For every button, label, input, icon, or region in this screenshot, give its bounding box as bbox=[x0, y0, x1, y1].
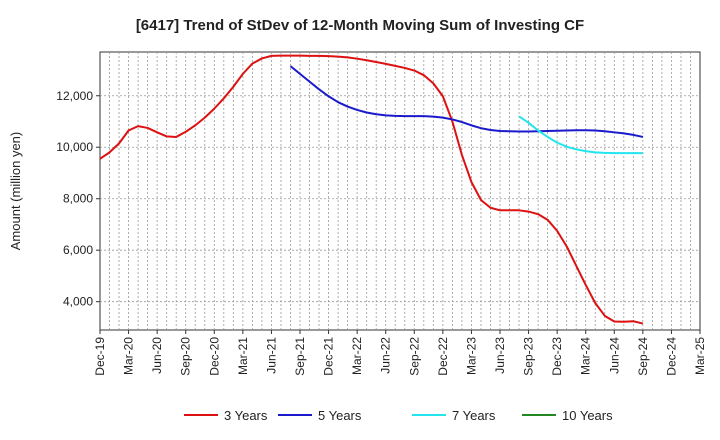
x-tick-label: Dec-24 bbox=[664, 337, 678, 376]
legend-label: 7 Years bbox=[452, 408, 496, 423]
legend-label: 3 Years bbox=[224, 408, 268, 423]
legend-label: 10 Years bbox=[562, 408, 613, 423]
x-tick-label: Jun-22 bbox=[379, 337, 393, 374]
x-tick-label: Mar-21 bbox=[236, 337, 250, 375]
x-axis-ticks: Dec-19 Mar-20 Jun-20 Sep-20 Dec-20 Mar-21 Jun-… bbox=[93, 330, 707, 376]
y-axis-label: Amount (million yen) bbox=[8, 132, 23, 251]
x-tick-label: Mar-22 bbox=[350, 337, 364, 375]
y-tick-label: 4,000 bbox=[63, 295, 93, 309]
plot-area bbox=[99, 51, 701, 331]
x-tick-label: Jun-23 bbox=[493, 337, 507, 374]
x-tick-label: Sep-21 bbox=[293, 337, 307, 376]
x-tick-label: Jun-24 bbox=[607, 337, 621, 374]
x-tick-label: Sep-22 bbox=[407, 337, 421, 376]
series-lines bbox=[99, 54, 644, 325]
x-tick-label: Dec-20 bbox=[207, 337, 221, 376]
legend: 3 Years 5 Years 7 Years 10 Years bbox=[184, 408, 613, 423]
x-tick-label: Dec-22 bbox=[436, 337, 450, 376]
x-tick-label: Mar-20 bbox=[122, 337, 136, 375]
x-tick-label: Jun-20 bbox=[150, 337, 164, 374]
x-tick-label: Mar-24 bbox=[579, 337, 593, 375]
y-axis-ticks: 4,000 6,000 8,000 10,000 12,000 bbox=[56, 89, 100, 309]
y-tick-label: 12,000 bbox=[56, 89, 93, 103]
legend-label: 5 Years bbox=[318, 408, 362, 423]
grid bbox=[100, 52, 700, 330]
series-line-5-years bbox=[289, 65, 644, 138]
x-tick-label: Mar-25 bbox=[693, 337, 707, 375]
x-tick-label: Sep-24 bbox=[636, 337, 650, 376]
series-line-3-years bbox=[99, 54, 644, 325]
x-tick-label: Jun-21 bbox=[264, 337, 278, 374]
x-tick-label: Dec-23 bbox=[550, 337, 564, 376]
y-tick-label: 10,000 bbox=[56, 140, 93, 154]
x-tick-label: Sep-23 bbox=[522, 337, 536, 376]
series-line-7-years bbox=[518, 115, 643, 155]
chart-title: [6417] Trend of StDev of 12-Month Moving… bbox=[136, 17, 584, 34]
x-tick-label: Sep-20 bbox=[179, 337, 193, 376]
y-tick-label: 6,000 bbox=[63, 243, 93, 257]
x-tick-label: Dec-19 bbox=[93, 337, 107, 376]
x-tick-label: Dec-21 bbox=[322, 337, 336, 376]
y-tick-label: 8,000 bbox=[63, 192, 93, 206]
x-tick-label: Mar-23 bbox=[464, 337, 478, 375]
